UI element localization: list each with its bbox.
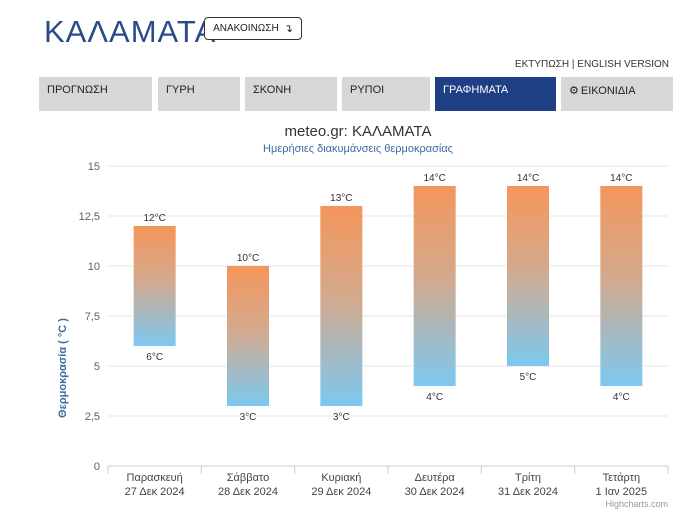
city-title: ΚΑΛΑΜΑΤΑ (44, 14, 217, 49)
tab-label: ΓΡΑΦΗΜΑΤΑ (443, 84, 509, 96)
y-axis-label: Θερμοκρασία ( °C ) (57, 318, 69, 418)
chart-subtitle: Ημερήσιες διακυμάνσεις θερμοκρασίας (263, 143, 453, 155)
tab-charts[interactable]: ΓΡΑΦΗΜΑΤΑ (435, 77, 556, 111)
high-temp-label: 12°C (143, 213, 165, 224)
tab-dust[interactable]: ΣΚΟΝΗ (245, 77, 337, 111)
y-tick-label: 2,5 (85, 411, 100, 423)
y-tick-label: 0 (94, 461, 100, 473)
tab-widgets[interactable]: ⚙ ΕΙΚΟΝΙΔΙΑ (561, 77, 673, 111)
y-tick-label: 7,5 (85, 311, 100, 323)
link-separator: | (569, 59, 578, 70)
low-temp-label: 5°C (520, 372, 537, 383)
tab-label: ΠΡΟΓΝΩΣΗ (47, 84, 108, 96)
gear-icon: ⚙ (569, 85, 579, 97)
tab-label: ΡΥΠΟΙ (350, 84, 385, 96)
x-tick-day: Σάββατο (227, 472, 269, 484)
low-temp-label: 6°C (146, 352, 163, 363)
x-tick-day: Τρίτη (515, 472, 541, 484)
high-temp-label: 13°C (330, 193, 352, 204)
tab-pollen[interactable]: ΓΥΡΗ (158, 77, 240, 111)
x-tick-date: 28 Δεκ 2024 (218, 486, 278, 498)
x-tick-day: Παρασκευή (127, 472, 183, 484)
x-tick-day: Δευτέρα (415, 472, 456, 484)
y-tick-label: 10 (88, 261, 100, 273)
x-tick-date: 29 Δεκ 2024 (311, 486, 371, 498)
low-temp-label: 4°C (613, 392, 630, 403)
low-temp-label: 4°C (426, 392, 443, 403)
high-temp-label: 10°C (237, 253, 259, 264)
x-tick-date: 30 Δεκ 2024 (405, 486, 465, 498)
low-temp-label: 3°C (333, 412, 350, 423)
high-temp-label: 14°C (610, 173, 632, 184)
temperature-range-bar (133, 226, 176, 346)
y-tick-label: 12,5 (79, 211, 100, 223)
announcement-button[interactable]: ΑΝΑΚΟΙΝΩΣΗ ↴ (204, 17, 302, 40)
temperature-range-bar (227, 266, 269, 406)
print-link[interactable]: ΕΚΤΥΠΩΣΗ (514, 59, 570, 70)
x-axis: Παρασκευή 27 Δεκ 2024 Σάββατο 28 Δεκ 2024 Κυ… (107, 466, 669, 498)
y-tick-label: 15 (88, 161, 100, 173)
tab-label: ΣΚΟΝΗ (253, 84, 292, 96)
low-temp-label: 3°C (240, 412, 257, 423)
temperature-range-bar (320, 206, 363, 406)
data-labels: 12°C 6°C 10°C 3°C 13°C 3°C 14°C 4°C 14°C 5°C 14°C 4… (143, 173, 632, 423)
temperature-chart: meteo.gr: ΚΑΛΑΜΑΤΑ Ημερήσιες διακυμάνσει… (57, 123, 669, 509)
tab-label: ΕΙΚΟΝΙΔΙΑ (580, 85, 636, 97)
top-links: ΕΚΤΥΠΩΣΗ | ENGLISH VERSION (515, 59, 669, 70)
temperature-range-bar (507, 186, 549, 366)
grid-lines (108, 165, 668, 467)
x-tick-date: 1 Ιαν 2025 (596, 486, 648, 498)
temperature-range-bar (600, 186, 643, 386)
x-tick-date: 27 Δεκ 2024 (125, 486, 185, 498)
arrow-down-icon: ↴ (283, 23, 293, 35)
x-tick-date: 31 Δεκ 2024 (498, 486, 558, 498)
x-tick-day: Τετάρτη (603, 472, 641, 484)
x-tick-day: Κυριακή (321, 472, 361, 484)
announcement-label: ΑΝΑΚΟΙΝΩΣΗ (213, 23, 279, 34)
high-temp-label: 14°C (423, 173, 445, 184)
high-temp-label: 14°C (517, 173, 539, 184)
tab-label: ΓΥΡΗ (166, 84, 195, 96)
chart-title: meteo.gr: ΚΑΛΑΜΑΤΑ (284, 123, 431, 140)
y-axis-ticks: 0 2,5 5 7,5 10 12,5 15 (79, 161, 100, 473)
tab-pollutants[interactable]: ΡΥΠΟΙ (342, 77, 430, 111)
tab-forecast[interactable]: ΠΡΟΓΝΩΣΗ (39, 77, 152, 111)
chart-credits[interactable]: Highcharts.com (605, 499, 668, 509)
y-tick-label: 5 (94, 361, 100, 373)
temperature-range-bar (413, 186, 456, 386)
bar-series (133, 186, 643, 406)
english-version-link[interactable]: ENGLISH VERSION (577, 59, 669, 70)
